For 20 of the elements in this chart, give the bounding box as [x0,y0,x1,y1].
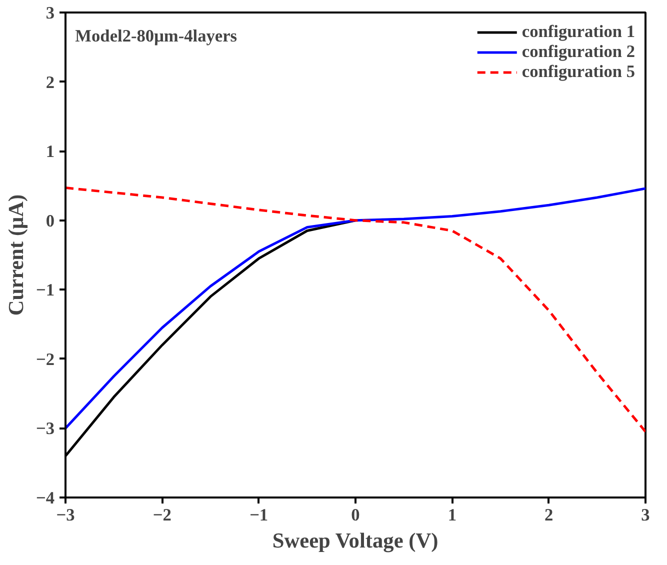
x-tick-label: 2 [544,506,554,524]
x-tick-label: 3 [641,506,650,524]
legend-label: configuration 1 [522,22,635,42]
y-tick-label: 0 [46,211,55,230]
y-tick-label: −3 [36,419,55,438]
y-tick-label: 3 [46,4,55,22]
y-tick-label: −2 [36,350,55,369]
x-tick-label: −1 [250,506,268,524]
x-tick-label: −2 [152,506,172,524]
legend-label: configuration 2 [522,42,635,62]
y-tick-label: 1 [46,142,55,162]
x-tick-label: 1 [448,506,457,524]
y-tick-label: −4 [36,488,55,508]
x-axis-title: Sweep Voltage (V) [272,528,438,552]
y-axis-title: Current (μA) [4,194,28,316]
y-tick-label: −1 [36,280,55,300]
y-tick-label: 2 [46,72,55,92]
annotation: Model2-80μm-4layers [75,26,238,46]
legend-label: configuration 5 [522,62,635,82]
x-tick-label: 0 [351,506,360,524]
